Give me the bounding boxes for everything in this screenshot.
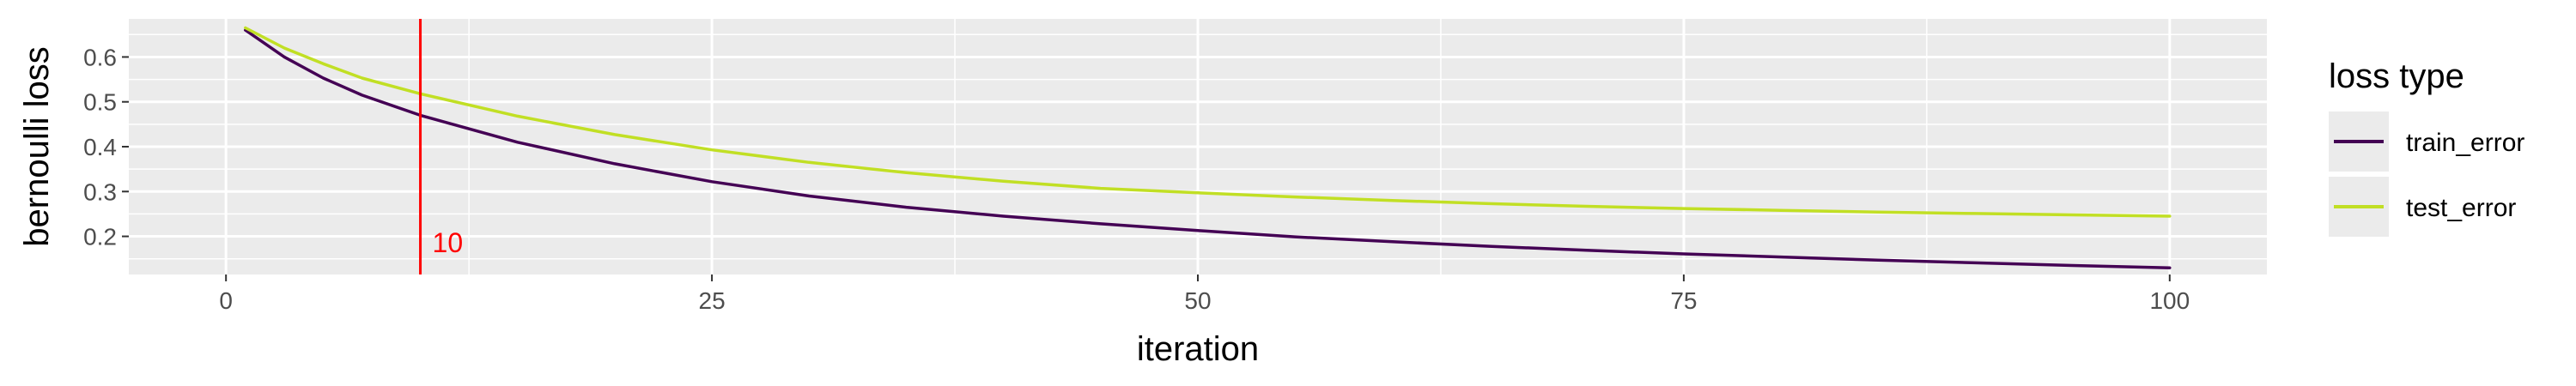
x-tick-label: 75: [1670, 287, 1697, 314]
y-tick-label: 0.5: [83, 89, 117, 116]
y-tick-label: 0.3: [83, 178, 117, 205]
x-tick-label: 100: [2149, 287, 2190, 314]
x-tick-label: 0: [219, 287, 233, 314]
y-axis: 0.2 0.3 0.4 0.5 0.6: [83, 44, 129, 250]
vline-label: 10: [433, 227, 464, 258]
y-tick-label: 0.2: [83, 224, 117, 250]
legend-title: loss type: [2329, 57, 2464, 95]
x-tick-label: 50: [1184, 287, 1211, 314]
series-line-train-error: [244, 28, 2172, 269]
x-axis: 0 25 50 75 100: [219, 274, 2190, 314]
legend-label-test-error: test_error: [2406, 194, 2516, 222]
y-tick-label: 0.4: [83, 134, 117, 160]
series-line-test-error: [244, 26, 2172, 218]
y-tick-label: 0.6: [83, 44, 117, 70]
series-layer: [244, 26, 2172, 269]
major-grid: [129, 19, 2267, 274]
x-tick-label: 25: [699, 287, 726, 314]
y-axis-title: bernoulli loss: [18, 46, 56, 246]
legend: loss type train_error test_error: [2329, 57, 2524, 237]
vline-layer: 10: [419, 19, 464, 274]
x-axis-title: iteration: [1137, 330, 1259, 368]
legend-label-train-error: train_error: [2406, 129, 2524, 157]
